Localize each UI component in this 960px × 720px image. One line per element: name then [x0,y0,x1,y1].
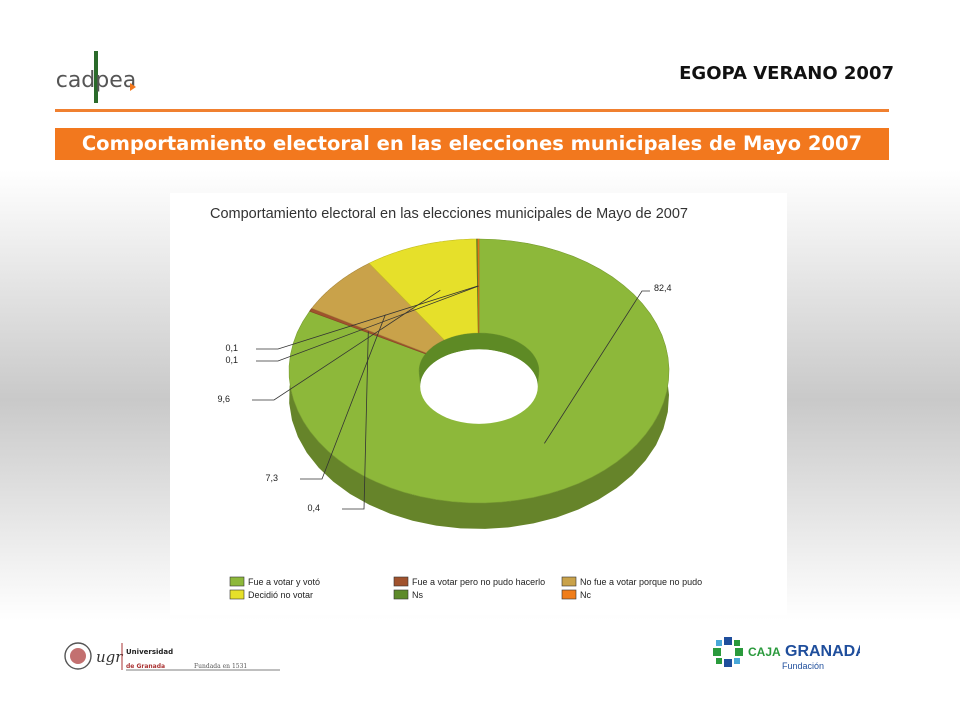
data-label-5: 0,1 [225,355,238,365]
cadpea-logo: cadpea [48,47,144,109]
caja-name: GRANADA [785,643,860,660]
leader-line-4 [256,285,478,350]
legend-label-1: Fue a votar pero no pudo hacerlo [412,577,545,587]
data-label-2: 7,3 [265,473,278,483]
ugr-logo-graphic: ugr Universidad de Granada Fundada en 15… [62,637,282,675]
survey-label: EGOPA VERANO 2007 [679,63,894,84]
donut-hole-wall [419,333,539,387]
legend-label-5: Nc [580,590,591,600]
ugr-abbrev: ugr [96,648,123,666]
chart-title: Comportamiento electoral en las eleccion… [210,206,688,222]
leader-line-5 [256,285,479,362]
legend-swatch-2 [561,576,577,587]
ugr-name-line1: Universidad [126,648,173,656]
donut-chart: Comportamiento electoral en las eleccion… [210,206,702,600]
legend-label-0: Fue a votar y votó [248,577,320,587]
chart-panel: Comportamiento electoral en las eleccion… [170,193,787,615]
caja-sub: Fundación [782,661,824,671]
legend-label-2: No fue a votar porque no pudo [580,577,702,587]
data-label-0: 82,4 [654,283,672,293]
legend-swatch-4 [393,589,409,600]
leader-line-1 [342,331,369,510]
ugr-name-line2: de Granada [126,663,165,670]
cajagranada-logo: CAJA GRANADA Fundación [710,630,860,674]
donut-hole [420,349,538,424]
legend-swatch-5 [561,589,577,600]
cajagranada-logo-graphic: CAJA GRANADA Fundación [713,637,860,671]
legend-swatch-0 [229,576,245,587]
leader-line-3 [252,289,441,401]
legend-label-4: Ns [412,590,423,600]
data-label-4: 0,1 [225,343,238,353]
ugr-founded: Fundada en 1531 [194,663,247,670]
legend-swatch-3 [229,589,245,600]
cadpea-logo-text: cadpea [56,68,137,93]
legend-label-3: Decidió no votar [248,590,313,600]
header-divider [55,109,889,112]
leader-line-0 [544,290,650,444]
page-title-banner: Comportamiento electoral en las eleccion… [55,128,889,160]
data-label-3: 9,6 [217,394,230,404]
ugr-logo: ugr Universidad de Granada Fundada en 15… [62,637,282,675]
data-label-1: 0,4 [307,503,320,513]
leader-line-2 [300,314,386,480]
legend-swatch-1 [393,576,409,587]
caja-prefix: CAJA [748,645,781,659]
cadpea-logo-graphic: cadpea [56,51,137,103]
